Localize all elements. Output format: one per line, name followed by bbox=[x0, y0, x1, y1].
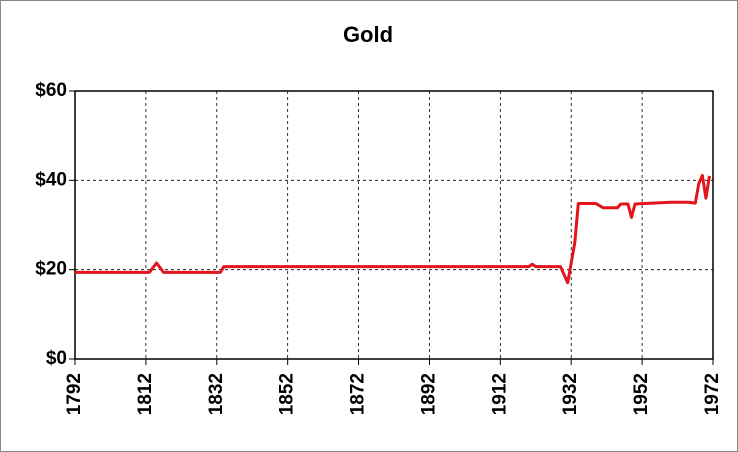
x-tick-label: 1912 bbox=[489, 373, 510, 415]
chart-title: Gold bbox=[343, 22, 393, 47]
y-tick-label: $60 bbox=[35, 80, 67, 101]
y-tick-label: $0 bbox=[46, 348, 67, 369]
x-tick-label: 1972 bbox=[702, 373, 723, 415]
y-tick-label: $20 bbox=[35, 259, 67, 280]
x-tick-label: 1812 bbox=[135, 373, 156, 415]
x-tick-label: 1932 bbox=[560, 373, 581, 415]
plot-frame bbox=[74, 90, 714, 360]
x-tick-label: 1892 bbox=[418, 373, 439, 415]
x-tick-label: 1792 bbox=[64, 373, 85, 415]
y-tick-label: $40 bbox=[35, 169, 67, 190]
x-tick-label: 1832 bbox=[206, 373, 227, 415]
data-line bbox=[75, 173, 711, 285]
x-tick-label: 1852 bbox=[277, 373, 298, 415]
x-tick-label: 1952 bbox=[631, 373, 652, 415]
x-tick-label: 1872 bbox=[348, 373, 369, 415]
